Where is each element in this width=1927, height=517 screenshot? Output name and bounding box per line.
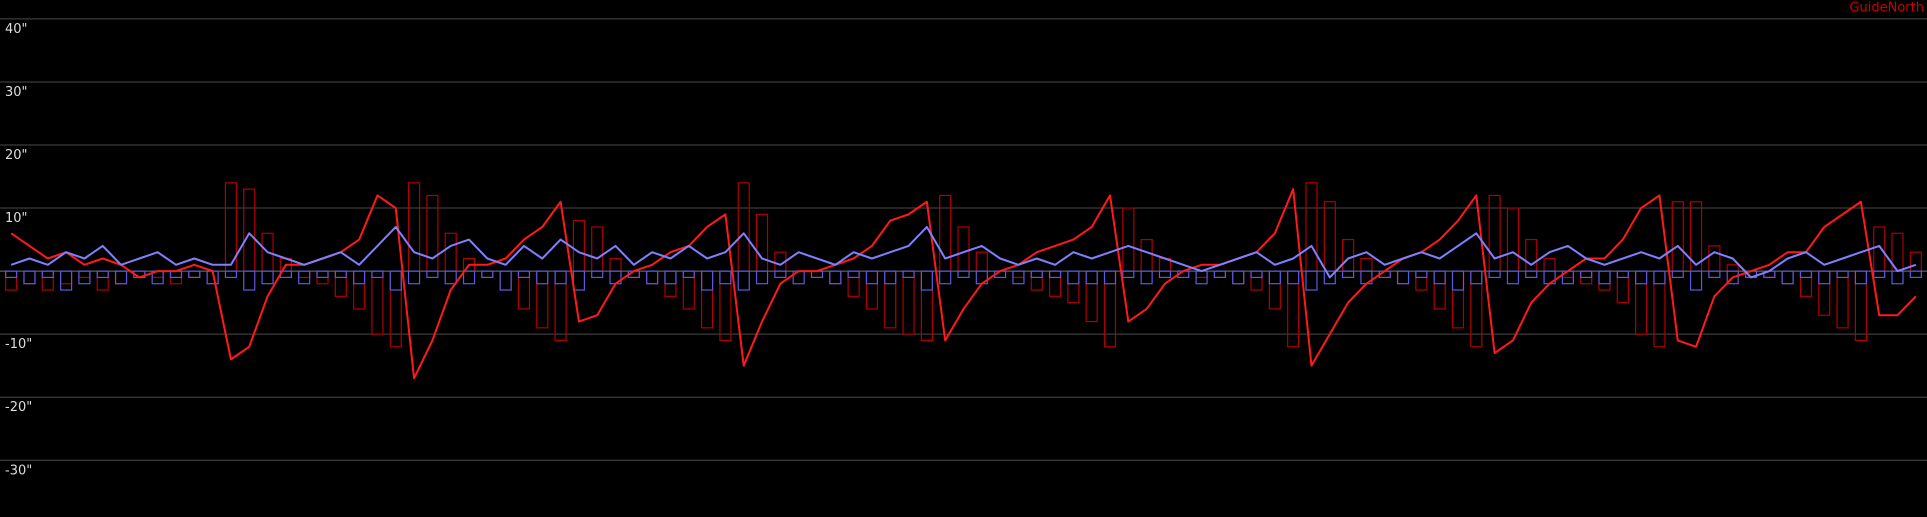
correction-bar xyxy=(60,270,73,291)
correction-bar xyxy=(316,270,329,279)
y-tick-label: -30" xyxy=(5,463,32,478)
correction-bar xyxy=(444,270,457,285)
correction-bar xyxy=(1287,270,1300,285)
correction-bar xyxy=(1635,270,1648,285)
trace-line xyxy=(10,225,1917,279)
correction-bar xyxy=(774,270,787,279)
correction-bar xyxy=(517,270,531,279)
correction-bar xyxy=(1158,270,1172,279)
correction-bar xyxy=(719,270,732,285)
correction-bar xyxy=(1451,270,1465,291)
correction-bar xyxy=(224,270,238,279)
correction-bar xyxy=(847,270,860,279)
correction-bar xyxy=(1342,270,1355,279)
correction-bar xyxy=(41,270,54,279)
correction-bar xyxy=(646,270,659,285)
y-tick-label: -10" xyxy=(5,337,32,352)
y-tick-label: 30" xyxy=(5,85,28,100)
correction-bar xyxy=(1048,270,1062,279)
correction-bar xyxy=(334,270,347,279)
correction-bar xyxy=(1396,270,1410,285)
correction-bar xyxy=(23,270,36,285)
correction-bar xyxy=(1012,270,1025,285)
correction-bar xyxy=(554,270,567,285)
correction-bar xyxy=(5,270,18,279)
correction-bar xyxy=(499,270,512,291)
correction-bar xyxy=(1103,270,1117,285)
correction-bar xyxy=(407,270,421,285)
correction-bar xyxy=(1671,270,1684,279)
correction-bar xyxy=(664,270,677,285)
correction-bar xyxy=(261,270,274,285)
y-tick-label: 10" xyxy=(5,211,28,226)
correction-bar xyxy=(884,270,897,285)
correction-bar xyxy=(1689,270,1703,291)
graph-label: GuideNorth xyxy=(1849,1,1924,16)
correction-bar xyxy=(902,270,915,279)
correction-bar xyxy=(1433,270,1446,285)
correction-bar xyxy=(78,270,91,285)
correction-bar xyxy=(1726,270,1739,285)
correction-bar xyxy=(96,270,109,279)
correction-bar xyxy=(114,270,128,285)
correction-bar xyxy=(737,270,750,291)
correction-bar xyxy=(1781,270,1794,285)
correction-bar xyxy=(426,270,439,279)
correction-bar xyxy=(353,270,366,285)
correction-bar xyxy=(1873,270,1886,279)
correction-bar xyxy=(1818,270,1831,285)
correction-bar xyxy=(188,270,201,279)
correction-bar xyxy=(701,270,714,291)
correction-bar xyxy=(1268,270,1281,285)
correction-bar xyxy=(481,270,494,279)
correction-bar xyxy=(939,270,952,285)
correction-bar xyxy=(1580,270,1593,279)
correction-bar xyxy=(243,270,256,291)
correction-bar xyxy=(1030,270,1043,279)
correction-bar xyxy=(1525,270,1538,279)
y-tick-label: 40" xyxy=(5,22,28,37)
correction-bar xyxy=(591,270,604,279)
correction-bar xyxy=(1122,270,1135,279)
correction-bar xyxy=(1470,270,1483,285)
correction-bar xyxy=(1250,270,1263,279)
correction-bar xyxy=(682,270,695,279)
correction-bar xyxy=(1085,270,1098,285)
correction-bar xyxy=(1305,270,1318,291)
correction-bar xyxy=(536,270,549,285)
correction-bar xyxy=(1488,270,1501,279)
correction-bar xyxy=(1415,270,1428,279)
correction-bar xyxy=(755,270,769,285)
correction-bar xyxy=(389,270,402,291)
y-tick-label: -20" xyxy=(5,400,32,415)
correction-bar xyxy=(920,270,933,291)
correction-bar xyxy=(1616,270,1629,279)
correction-bar xyxy=(865,270,879,285)
correction-bar xyxy=(957,270,970,279)
correction-bar xyxy=(1836,270,1849,279)
correction-bar xyxy=(1140,270,1153,285)
correction-bar xyxy=(1067,270,1080,285)
correction-bar xyxy=(1854,270,1867,285)
correction-bar xyxy=(1506,270,1520,285)
correction-bar xyxy=(1213,270,1226,279)
correction-bar xyxy=(1799,270,1813,279)
correction-bar xyxy=(371,270,384,279)
correction-bar xyxy=(462,270,476,285)
y-tick-label: 20" xyxy=(5,148,28,163)
correction-bar xyxy=(1232,270,1245,285)
correction-bar xyxy=(1653,270,1666,285)
correction-bar xyxy=(1323,270,1336,285)
correction-bar xyxy=(1909,270,1922,279)
correction-bar xyxy=(1598,270,1611,285)
correction-bar xyxy=(298,270,311,285)
correction-bar xyxy=(829,270,842,285)
correction-bar xyxy=(1708,270,1721,279)
